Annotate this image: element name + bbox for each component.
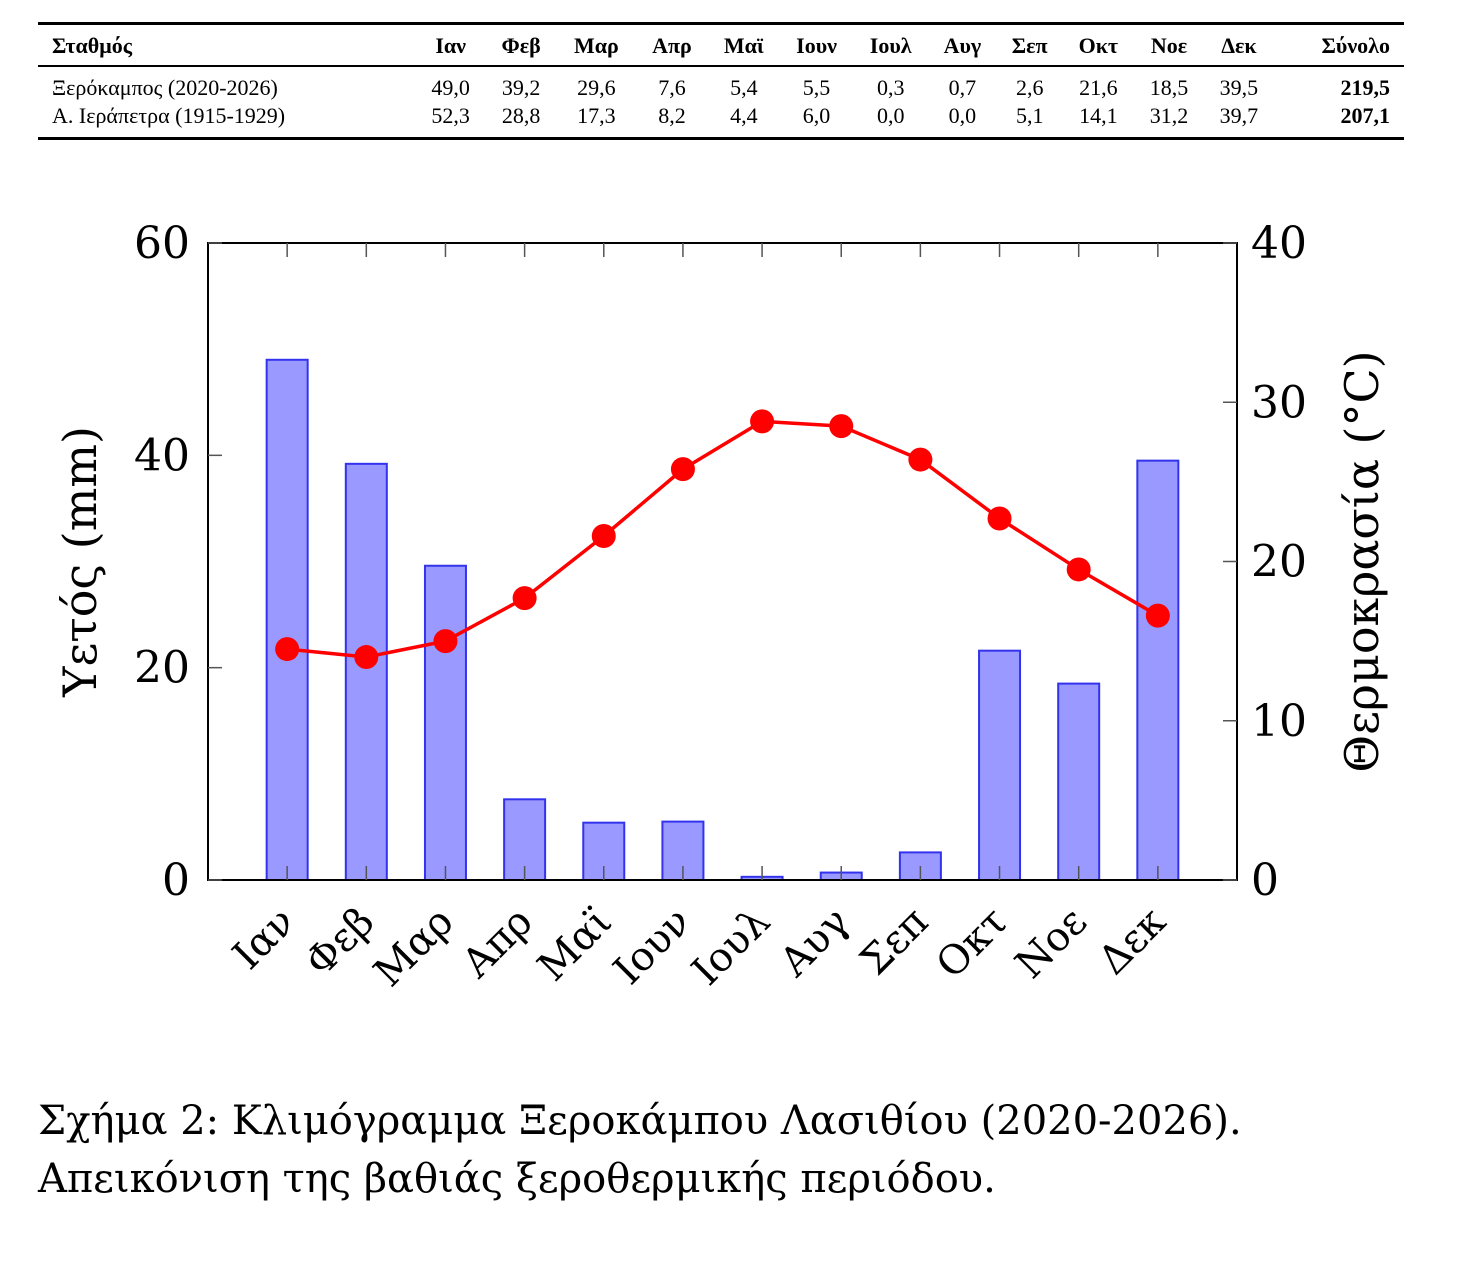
x-tick-label: Ιουν <box>605 899 700 994</box>
x-tick-label: Δεκ <box>1090 899 1175 984</box>
header-month: Οκτ <box>1078 33 1119 58</box>
header-month: Ιουλ <box>869 33 912 58</box>
temperature-point <box>512 586 537 611</box>
temperature-line <box>286 419 1159 659</box>
header-month: Ιουν <box>796 33 837 58</box>
header-month: Ιαν <box>435 33 466 58</box>
temperature-point <box>987 506 1012 531</box>
temperature-point <box>591 524 616 549</box>
temperature-point <box>354 645 379 670</box>
table-cell: 0,7 <box>948 75 977 100</box>
precipitation-bar <box>978 649 1022 881</box>
caption-line-2: Απεικόνιση της βαθιάς ξεροθερμικής περιό… <box>38 1156 996 1202</box>
table-cell: 39,7 <box>1219 103 1259 128</box>
table-cell: 5,5 <box>802 75 831 100</box>
y-left-tick-label: 20 <box>134 643 190 694</box>
x-tick-label: Ιουλ <box>683 899 779 995</box>
header-month: Απρ <box>652 33 692 58</box>
precipitation-bar <box>1136 459 1180 881</box>
y-left-axis-title: Υετός (mm) <box>53 426 107 698</box>
table-cell: 39,2 <box>501 75 541 100</box>
table-cell: 31,2 <box>1149 103 1189 128</box>
y-left-tick-label: 40 <box>134 430 190 481</box>
table-cell: 52,3 <box>431 103 470 128</box>
y-right-tick-label: 20 <box>1251 537 1307 588</box>
table-cell: 0,0 <box>876 103 905 128</box>
temperature-point <box>1145 603 1170 628</box>
precipitation-bar <box>423 564 467 881</box>
table-cell: 21,6 <box>1079 75 1118 100</box>
figure-caption: Σχήμα 2: Κλιμόγραμμα Ξεροκάμπου Λασιθίου… <box>38 1092 1438 1208</box>
temperature-point <box>433 629 458 654</box>
x-tick-label: Αυγ <box>771 899 859 987</box>
table-header-row: Σταθμός Ιαν Φεβ Μαρ Απρ Μαϊ Ιουν Ιουλ Αυ… <box>38 23 1404 66</box>
x-tick-label: Φεβ <box>297 899 384 986</box>
climograph-chart: 0 20 40 60 0 10 20 30 40 ΙανΦεβΜαρΑπρΜαϊΙουνΙουλΑ… <box>53 218 1389 996</box>
table-cell: 14,1 <box>1079 103 1118 128</box>
temperature-point <box>908 447 933 472</box>
header-month: Νοε <box>1150 33 1188 58</box>
x-tick-label: Μαρ <box>365 899 462 996</box>
x-tick-label: Νοε <box>1007 899 1096 988</box>
temperature-point <box>829 414 854 439</box>
header-month: Αυγ <box>943 33 982 58</box>
table-cell: 49,0 <box>431 75 470 100</box>
climate-table-container: Σταθμός Ιαν Φεβ Μαρ Απρ Μαϊ Ιουν Ιουλ Αυ… <box>38 22 1404 140</box>
y-left-tick-label: 0 <box>162 855 190 906</box>
station-name: Α. Ιεράπετρα (1915-1929) <box>52 103 286 128</box>
table-cell: 2,6 <box>1015 75 1044 100</box>
table-cell: 4,4 <box>730 103 758 128</box>
header-station: Σταθμός <box>52 33 132 58</box>
caption-line-1: Σχήμα 2: Κλιμόγραμμα Ξεροκάμπου Λασιθίου… <box>38 1098 1242 1144</box>
x-tick-label: Απρ <box>453 899 542 988</box>
y-right-tick-label: 0 <box>1251 855 1279 906</box>
precipitation-bar <box>265 358 309 882</box>
table-cell: 5,4 <box>730 75 758 100</box>
x-tick-label: Ιαν <box>224 899 304 979</box>
table-cell: 7,6 <box>658 75 686 100</box>
precipitation-bar <box>1057 682 1101 882</box>
station-name: Ξερόκαμπος (2020-2026) <box>52 75 278 100</box>
table-cell: 18,5 <box>1149 75 1189 100</box>
x-tick-label: Σεπ <box>852 899 938 985</box>
y-right-axis-title: Θερμοκρασία (°C) <box>1335 350 1389 772</box>
y-left-tick-label: 60 <box>134 218 190 269</box>
temperature-point <box>670 457 695 482</box>
x-tick-label: Μαϊ <box>529 899 621 991</box>
table-cell: 8,2 <box>658 103 686 128</box>
y-right-tick-label: 30 <box>1251 377 1307 428</box>
temperature-point <box>750 409 775 434</box>
table-cell: 6,0 <box>802 103 831 128</box>
table-cell: 0,3 <box>876 75 905 100</box>
temperature-point <box>275 637 300 662</box>
header-month: Μαρ <box>573 33 619 58</box>
table-cell: 28,8 <box>501 103 541 128</box>
precipitation-bar <box>344 462 388 881</box>
table-row: Α. Ιεράπετρα (1915-1929) 52,3 28,8 17,3 … <box>38 102 1404 139</box>
header-total: Σύνολο <box>1321 33 1390 58</box>
y-right-tick-label: 10 <box>1251 696 1307 747</box>
header-month: Φεβ <box>501 33 541 58</box>
header-month: Σεπ <box>1011 33 1048 58</box>
total-cell: 219,5 <box>1340 75 1391 100</box>
x-tick-label: Οκτ <box>928 899 1017 988</box>
climate-data-table: Σταθμός Ιαν Φεβ Μαρ Απρ Μαϊ Ιουν Ιουλ Αυ… <box>38 22 1404 140</box>
table-cell: 5,1 <box>1015 103 1044 128</box>
y-right-tick-label: 40 <box>1251 218 1307 269</box>
table-cell: 29,6 <box>577 75 616 100</box>
header-month: Δεκ <box>1221 33 1257 58</box>
header-month: Μαϊ <box>723 33 764 58</box>
table-row: Ξερόκαμπος (2020-2026) 49,0 39,2 29,6 7,… <box>38 66 1404 102</box>
table-cell: 0,0 <box>948 103 977 128</box>
table-cell: 39,5 <box>1219 75 1259 100</box>
total-cell: 207,1 <box>1340 103 1391 128</box>
temperature-point <box>1066 557 1091 582</box>
table-cell: 17,3 <box>577 103 616 128</box>
